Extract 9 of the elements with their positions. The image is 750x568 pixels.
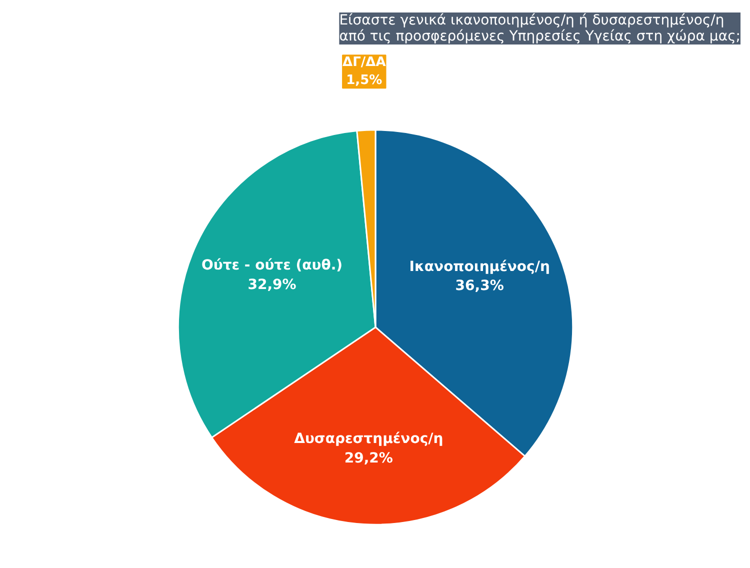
data-label: 1,5% [346,73,382,88]
slice-label: ΔΓ/ΔΑ [342,55,386,70]
slice-label: Ούτε - ούτε (αυθ.) [201,258,343,274]
data-label: 32,9% [248,276,296,293]
slice-label: Ικανοποιημένος/η [409,258,550,275]
data-label: 29,2% [344,450,393,466]
chart-title: Είσαστε γενικά ικανοποιημένος/η ή δυσαρεστημένος/η από τις προσφερόμενες Υπηρεσίες Υγείας στη χώρα μας; [339,12,741,44]
slice-label: Δυσαρεστημένος/η [294,431,444,448]
data-label: 36,3% [455,278,504,294]
